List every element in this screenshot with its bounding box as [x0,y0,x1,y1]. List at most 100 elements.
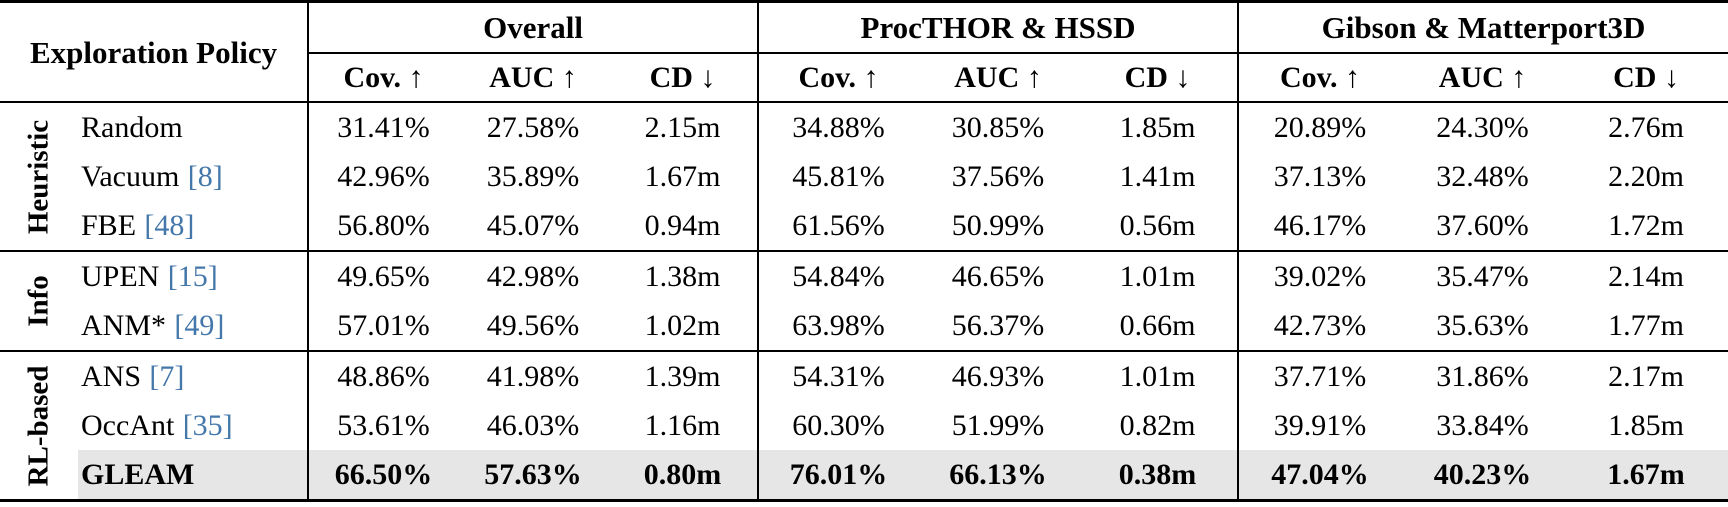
policy-name-cell: OccAnt [35] [78,401,310,450]
policy-name-cell: GLEAM [78,450,310,501]
metric-value: 0.82m [1078,401,1240,450]
metric-value: 35.63% [1436,308,1529,342]
col-header-overall-cov: Cov. ↑ [308,53,459,103]
metric-value: 41.98% [458,350,609,401]
metric-value: 2.15m [608,102,760,152]
metric-value: 1.39m [608,350,760,401]
citation-link[interactable]: [35] [182,408,233,442]
metric-value: 32.48% [1436,159,1529,193]
table-row-ans: RL-based ANS [7] 48.86% 41.98% 1.39m 54.3… [0,350,1728,501]
metric-value: 57.01% [337,308,430,342]
metric-value: 37.13% [1273,159,1367,193]
metric-value: 1.41m [1078,152,1240,201]
metric-value: 35.89% [486,159,580,193]
metric-value: 2.14m [1564,250,1728,301]
metric-value: 66.50% [308,450,459,501]
policy-name: Random [81,110,183,144]
col-header-procthor-cov: Cov. ↑ [758,53,919,103]
metric-value: 0.38m [1078,450,1240,501]
metric-value: 45.81% [792,159,885,193]
metric-value: 1.85m [1608,408,1684,442]
metric-value: 63.98% [792,308,885,342]
metric-value: 66.13% [918,450,1079,501]
table-body: Heuristic Random 31.41% 27.58% 2.15m 34.… [0,102,1728,501]
metric-value: 0.94m [608,201,760,251]
metric-value: 1.67m [1564,450,1728,501]
citation-link[interactable]: [15] [167,259,218,293]
col-header-procthor-cd: CD ↓ [1078,53,1240,103]
policy-name-cell: FBE [48] [78,201,310,251]
metric-value: 61.56% [792,208,885,242]
metric-value: 31.86% [1401,350,1565,401]
table-row-random: Heuristic Random 31.41% 27.58% 2.15m 34.… [0,102,1728,234]
citation-link[interactable]: [49] [174,308,225,342]
metric-value: 34.88% [792,110,885,144]
metric-value: 47.04% [1238,450,1402,501]
table-header-row-groups: Exploration Policy Overall ProcTHOR & HS… [0,1,1728,103]
metric-value: 37.60% [1436,208,1529,242]
table-header: Exploration Policy Overall ProcTHOR & HS… [0,1,1728,103]
metric-value: 24.30% [1436,110,1529,144]
policy-name: ANM* [81,308,167,342]
metric-value: 46.65% [918,250,1079,301]
policy-name-cell: ANS [7] [78,350,310,401]
col-header-overall-cd: CD ↓ [608,53,760,103]
metric-value: 1.77m [1608,308,1684,342]
policy-name: GLEAM [81,457,195,491]
metric-value: 35.47% [1401,250,1565,301]
policy-name: Vacuum [81,159,180,193]
metric-value: 20.89% [1273,110,1367,144]
metric-value: 50.99% [951,208,1045,242]
metric-value: 46.03% [486,408,580,442]
metric-value: 1.38m [608,250,760,301]
row-group-label-rl-based: RL-based [0,350,78,501]
metric-value: 27.58% [486,110,580,144]
metric-value: 49.56% [486,308,580,342]
metric-value: 1.02m [608,301,760,351]
metric-value: 46.93% [918,350,1079,401]
policy-name: UPEN [81,259,160,293]
metric-value: 56.80% [337,208,430,242]
metric-value: 40.23% [1401,450,1565,501]
metric-value: 45.07% [486,208,580,242]
metric-value: 1.16m [608,401,760,450]
col-header-gibson-cd: CD ↓ [1564,53,1728,103]
row-group-label-text: Info [22,275,55,327]
metric-value: 56.37% [951,308,1045,342]
col-group-header-gibson-matterport3d: Gibson & Matterport3D [1238,1,1728,54]
metric-value: 76.01% [758,450,919,501]
citation-link[interactable]: [8] [187,159,223,193]
citation-link[interactable]: [7] [149,359,185,393]
policy-name: FBE [81,208,137,242]
col-header-exploration-policy: Exploration Policy [0,1,310,103]
metric-value: 54.84% [758,250,919,301]
metric-value: 39.02% [1238,250,1402,301]
metric-value: 0.66m [1078,301,1240,351]
metric-value: 48.86% [308,350,459,401]
metric-value: 0.80m [608,450,760,501]
metric-value: 0.56m [1078,201,1240,251]
metric-value: 42.98% [458,250,609,301]
row-group-label-text: RL-based [22,365,55,486]
row-group-label-text: Heuristic [22,119,55,234]
table-row-anm: ANM* [49] 57.01% 49.56% 1.02m 63.98% 56.3… [0,301,1728,351]
metric-value: 46.17% [1273,208,1367,242]
metric-value: 37.71% [1238,350,1402,401]
col-header-procthor-auc: AUC ↑ [918,53,1079,103]
row-group-label-info: Info [0,250,78,351]
col-header-overall-auc: AUC ↑ [458,53,609,103]
col-group-header-procthor-hssd: ProcTHOR & HSSD [758,1,1240,54]
metric-value: 30.85% [951,110,1045,144]
citation-link[interactable]: [48] [144,208,195,242]
metric-value: 33.84% [1436,408,1529,442]
metric-value: 53.61% [337,408,430,442]
metric-value: 1.67m [608,152,760,201]
metric-value: 2.20m [1608,159,1684,193]
metric-value: 42.96% [337,159,430,193]
table-row-fbe: FBE [48] 56.80% 45.07% 0.94m 61.56% 50.99… [0,201,1728,251]
metric-value: 54.31% [758,350,919,401]
col-header-gibson-auc: AUC ↑ [1401,53,1565,103]
table-row-upen: Info UPEN [15] 49.65% 42.98% 1.38m 54.84%… [0,250,1728,351]
metric-value: 42.73% [1273,308,1367,342]
